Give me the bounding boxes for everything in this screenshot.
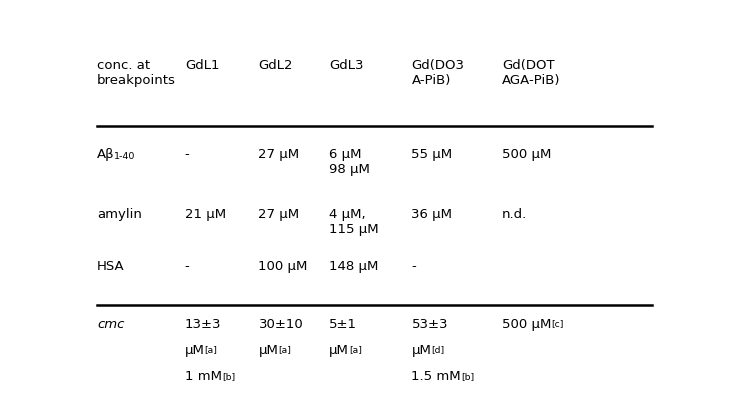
- Text: 100 μM: 100 μM: [259, 260, 308, 274]
- Text: 36 μM: 36 μM: [412, 208, 452, 221]
- Text: -: -: [185, 148, 189, 161]
- Text: 500 μM: 500 μM: [502, 148, 551, 161]
- Text: μM: μM: [329, 344, 349, 357]
- Text: GdL2: GdL2: [259, 59, 293, 72]
- Text: cmc: cmc: [97, 318, 124, 330]
- Text: 27 μM: 27 μM: [259, 208, 300, 221]
- Text: -: -: [412, 260, 416, 274]
- Text: 148 μM: 148 μM: [329, 260, 379, 274]
- Text: μM: μM: [259, 344, 279, 357]
- Text: [d]: [d]: [431, 345, 444, 354]
- Text: 55 μM: 55 μM: [412, 148, 452, 161]
- Text: [b]: [b]: [221, 372, 235, 381]
- Text: 1 mM: 1 mM: [185, 370, 221, 383]
- Text: μM: μM: [185, 344, 205, 357]
- Text: 27 μM: 27 μM: [259, 148, 300, 161]
- Text: -: -: [185, 260, 189, 274]
- Text: 13±3: 13±3: [185, 318, 221, 330]
- Text: 30±10: 30±10: [259, 318, 303, 330]
- Text: [b]: [b]: [461, 372, 474, 381]
- Text: [a]: [a]: [349, 345, 362, 354]
- Text: 4 μM,
115 μM: 4 μM, 115 μM: [329, 208, 379, 236]
- Text: 500 μM: 500 μM: [502, 318, 551, 330]
- Text: μM: μM: [412, 344, 431, 357]
- Text: [a]: [a]: [205, 345, 218, 354]
- Text: GdL3: GdL3: [329, 59, 364, 72]
- Text: conc. at
breakpoints: conc. at breakpoints: [97, 59, 176, 87]
- Text: [a]: [a]: [279, 345, 291, 354]
- Text: 53±3: 53±3: [412, 318, 448, 330]
- Text: amylin: amylin: [97, 208, 142, 221]
- Text: Aβ: Aβ: [97, 148, 115, 161]
- Text: 1-40: 1-40: [114, 152, 135, 161]
- Text: 6 μM
98 μM: 6 μM 98 μM: [329, 148, 370, 176]
- Text: Gd(DOT
AGA-PiB): Gd(DOT AGA-PiB): [502, 59, 561, 87]
- Text: HSA: HSA: [97, 260, 125, 274]
- Text: 5±1: 5±1: [329, 318, 357, 330]
- Text: Gd(DO3
A-PiB): Gd(DO3 A-PiB): [412, 59, 464, 87]
- Text: 21 μM: 21 μM: [185, 208, 226, 221]
- Text: [c]: [c]: [551, 319, 564, 328]
- Text: 1.5 mM: 1.5 mM: [412, 370, 461, 383]
- Text: n.d.: n.d.: [502, 208, 527, 221]
- Text: GdL1: GdL1: [185, 59, 219, 72]
